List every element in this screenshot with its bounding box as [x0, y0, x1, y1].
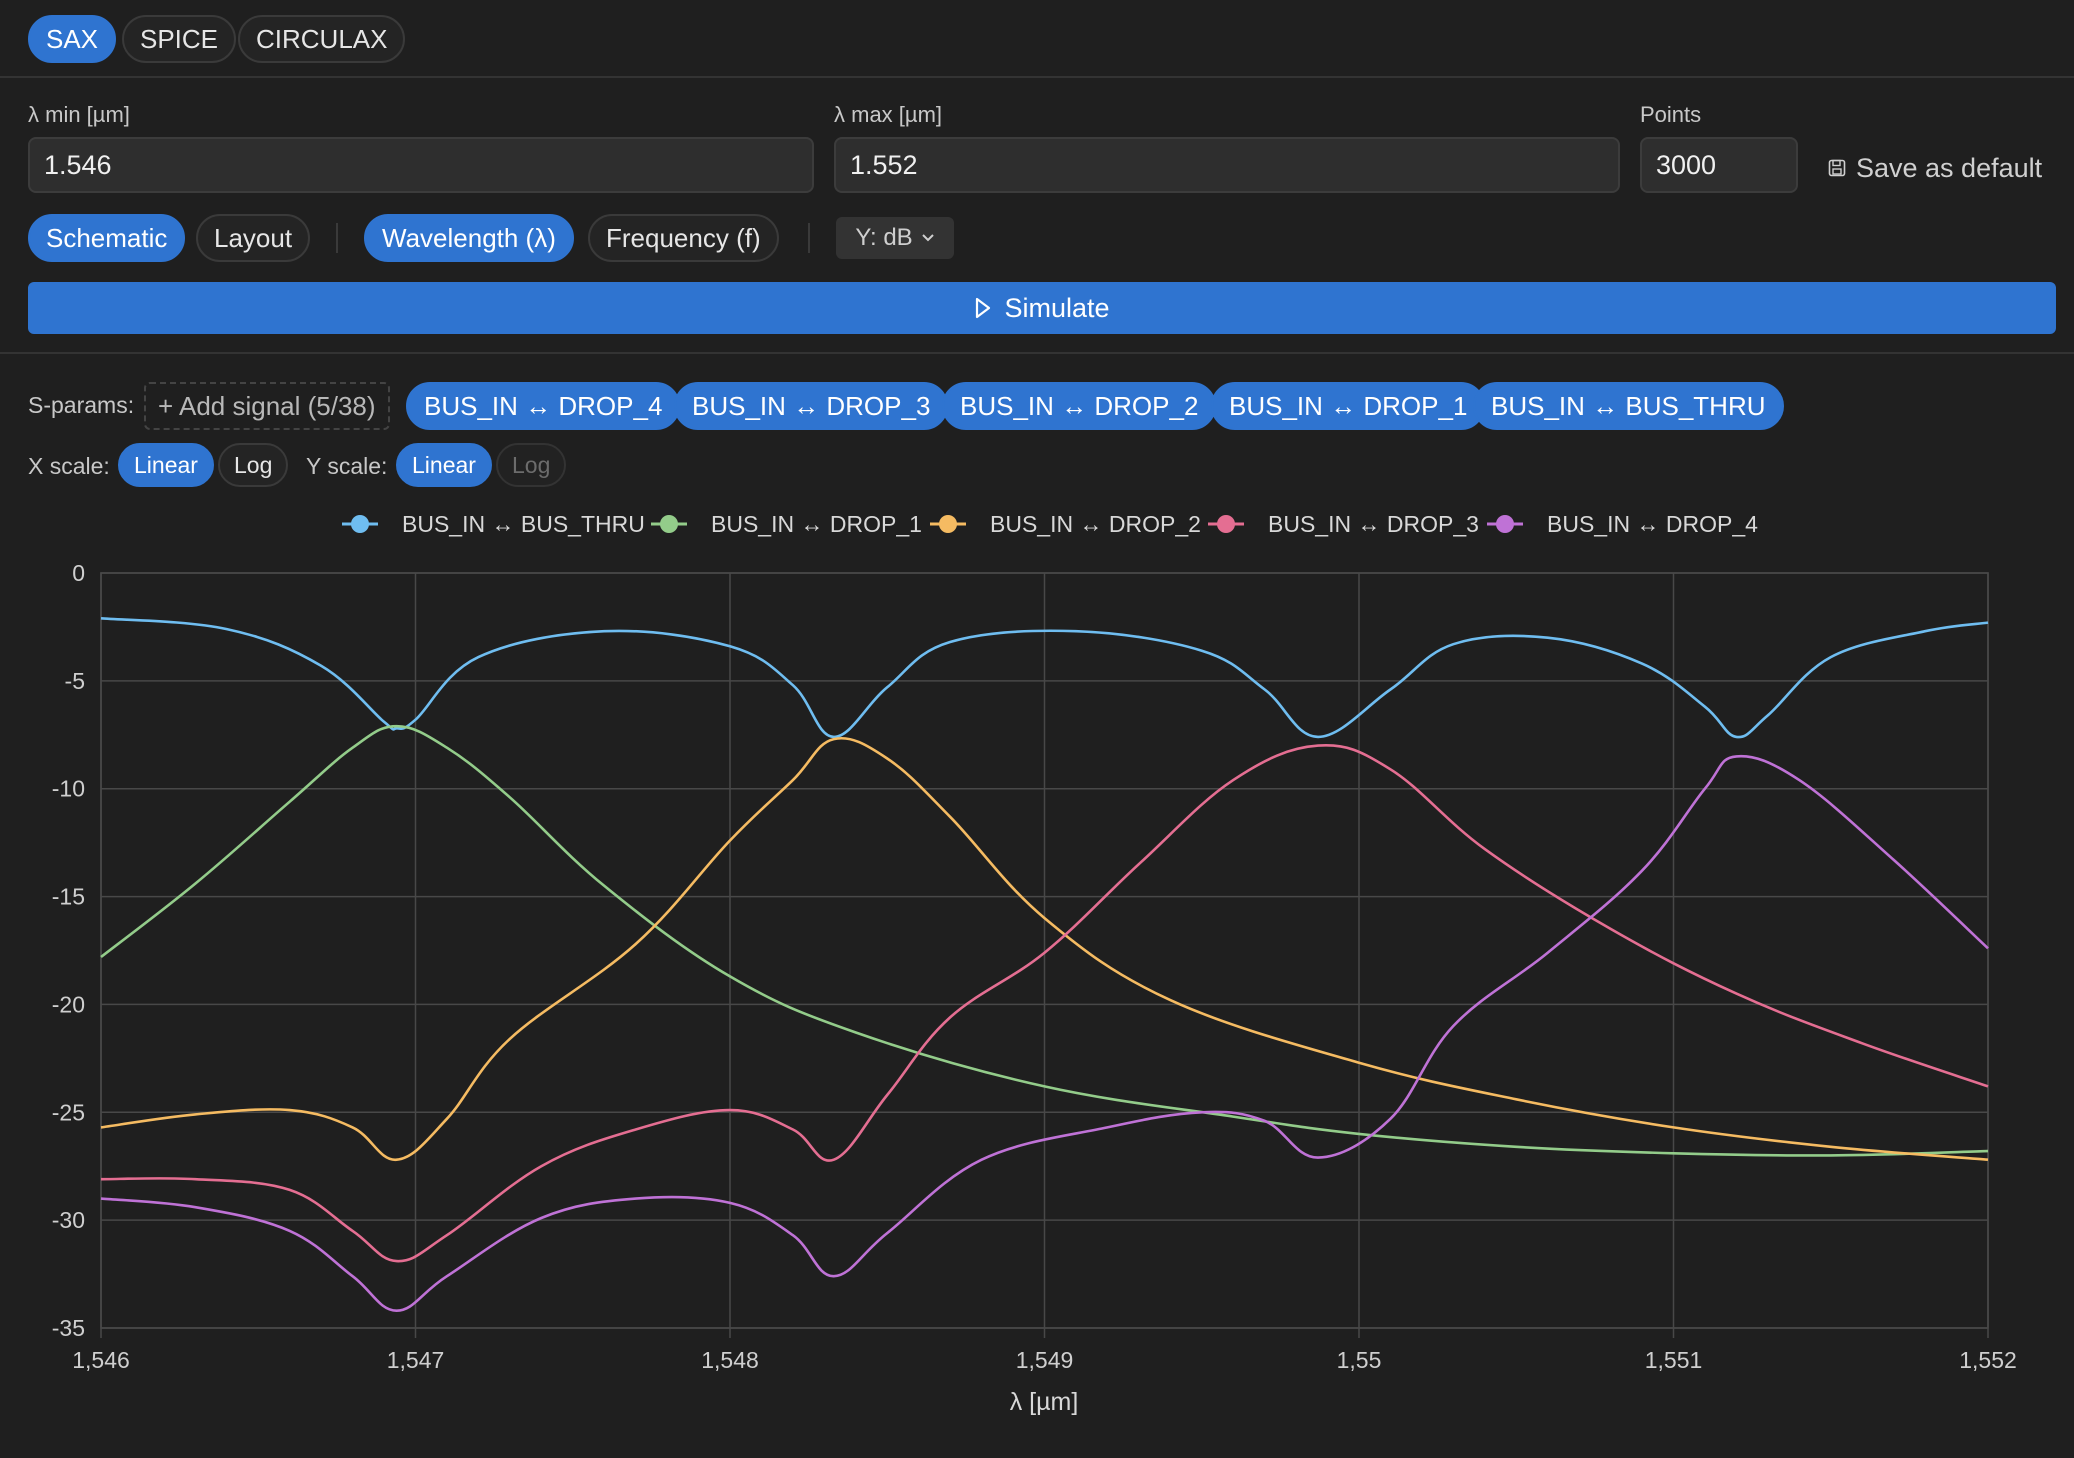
- toggle-divider: [808, 223, 810, 253]
- legend-item[interactable]: BUS_IN ↔ DROP_3: [1208, 511, 1479, 537]
- lambda-min-input[interactable]: 1.546: [28, 137, 814, 193]
- signal-chip-drop2[interactable]: BUS_IN ↔ DROP_2: [942, 382, 1217, 430]
- x-scale-linear-button[interactable]: Linear: [118, 443, 214, 487]
- tab-spice[interactable]: SPICE: [122, 15, 237, 63]
- simulate-button[interactable]: Simulate: [28, 282, 2056, 334]
- x-tick-label: 1,549: [1016, 1347, 1074, 1373]
- legend-label: BUS_IN ↔ DROP_1: [711, 511, 922, 537]
- legend-label: BUS_IN ↔ DROP_2: [990, 511, 1201, 537]
- series-bus-in-drop-3-line: [100, 743, 1989, 1263]
- x-tick-label: 1,551: [1645, 1347, 1703, 1373]
- view-schematic-button[interactable]: Schematic: [28, 214, 186, 262]
- chart-series: [100, 617, 1989, 1312]
- legend-label: BUS_IN ↔ BUS_THRU: [402, 511, 645, 537]
- y-tick-label: -35: [52, 1315, 85, 1341]
- y-tick-label: -10: [52, 776, 85, 802]
- signal-chip-drop3[interactable]: BUS_IN ↔ DROP_3: [674, 382, 949, 430]
- points-label: Points: [1640, 102, 1702, 127]
- legend-item[interactable]: BUS_IN ↔ BUS_THRU: [342, 511, 645, 537]
- domain-frequency-button[interactable]: Frequency (f): [588, 214, 779, 262]
- sparams-chart: BUS_IN ↔ BUS_THRU BUS_IN ↔ DROP_1 BUS_IN ↔…: [52, 511, 2017, 1416]
- y-scale-log-button: Log: [496, 443, 567, 487]
- legend-swatch-dot: [1496, 515, 1514, 533]
- tab-sax[interactable]: SAX: [28, 15, 117, 63]
- series-bus-in-drop-4-line: [100, 754, 1989, 1312]
- save-as-default-label: Save as default: [1856, 152, 2043, 183]
- lambda-min-label: λ min [µm]: [28, 102, 130, 127]
- tab-circulax[interactable]: CIRCULAX: [238, 15, 406, 63]
- x-tick-label: 1,546: [72, 1347, 130, 1373]
- y-tick-label: -5: [65, 668, 85, 694]
- legend-item[interactable]: BUS_IN ↔ DROP_1: [651, 511, 922, 537]
- floppy-disk-icon: [1828, 159, 1846, 177]
- toggle-divider: [336, 223, 338, 253]
- legend-swatch-dot: [351, 515, 369, 533]
- x-tick-label: 1,55: [1337, 1347, 1382, 1373]
- y-scale-linear-button[interactable]: Linear: [396, 443, 492, 487]
- series-bus-in-drop-1-line: [100, 724, 1989, 1157]
- points-input[interactable]: 3000: [1640, 137, 1798, 193]
- y-tick-label: -30: [52, 1207, 85, 1233]
- signal-chip-drop4[interactable]: BUS_IN ↔ DROP_4: [406, 382, 681, 430]
- chart-ticks: 0 -5 -10 -15 -20 -25 -30 -35 1,546 1,547 1,548 1,54…: [52, 560, 2017, 1373]
- y-tick-label: -15: [52, 884, 85, 910]
- y-mode-value: Y: dB: [855, 224, 913, 251]
- y-tick-label: 0: [72, 560, 85, 586]
- x-scale-log-button[interactable]: Log: [218, 443, 289, 487]
- legend-label: BUS_IN ↔ DROP_4: [1547, 511, 1758, 537]
- view-layout-button[interactable]: Layout: [196, 214, 311, 262]
- x-axis-label: λ [µm]: [1010, 1388, 1079, 1416]
- legend-swatch-dot: [939, 515, 957, 533]
- series-bus-in-bus-thru-line: [100, 617, 1989, 739]
- chevron-down-icon: [921, 234, 934, 242]
- add-signal-button[interactable]: + Add signal (5/38): [144, 382, 390, 430]
- save-as-default-button[interactable]: Save as default: [1828, 148, 2042, 188]
- lambda-max-label: λ max [µm]: [834, 102, 943, 127]
- chart-legend[interactable]: BUS_IN ↔ BUS_THRU BUS_IN ↔ DROP_1 BUS_IN ↔…: [342, 511, 1758, 537]
- simulator-tab-bar: SAX SPICE CIRCULAX: [0, 0, 2074, 78]
- legend-item[interactable]: BUS_IN ↔ DROP_2: [930, 511, 1201, 537]
- section-divider: [0, 352, 2074, 354]
- legend-item[interactable]: BUS_IN ↔ DROP_4: [1487, 511, 1758, 537]
- legend-label: BUS_IN ↔ DROP_3: [1268, 511, 1479, 537]
- y-mode-dropdown[interactable]: Y: dB: [836, 217, 954, 259]
- legend-swatch-dot: [660, 515, 678, 533]
- domain-wavelength-button[interactable]: Wavelength (λ): [364, 214, 574, 262]
- x-scale-label: X scale:: [28, 453, 110, 479]
- signal-chip-drop1[interactable]: BUS_IN ↔ DROP_1: [1211, 382, 1486, 430]
- signal-chip-bus-thru[interactable]: BUS_IN ↔ BUS_THRU: [1473, 382, 1784, 430]
- series-bus-in-drop-2-line: [100, 736, 1989, 1162]
- lambda-max-input[interactable]: 1.552: [834, 137, 1620, 193]
- y-tick-label: -25: [52, 1099, 85, 1125]
- chart-grid: [100, 572, 1989, 1338]
- x-tick-label: 1,552: [1959, 1347, 2017, 1373]
- x-tick-label: 1,548: [701, 1347, 759, 1373]
- x-tick-label: 1,547: [387, 1347, 445, 1373]
- play-icon: [976, 297, 991, 319]
- legend-swatch-dot: [1217, 515, 1235, 533]
- simulate-label: Simulate: [1004, 292, 1110, 323]
- y-scale-label: Y scale:: [306, 453, 388, 479]
- sparams-label: S-params:: [28, 392, 135, 418]
- y-tick-label: -20: [52, 991, 85, 1017]
